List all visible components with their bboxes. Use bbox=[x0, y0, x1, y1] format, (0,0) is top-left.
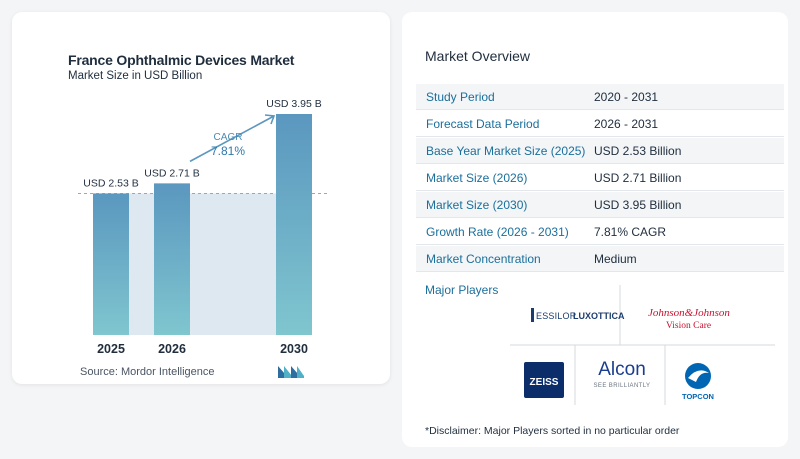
alcon-logo: Alcon SEE BRILLIANTLY bbox=[594, 359, 651, 389]
johnson-johnson-logo: Johnson&Johnson Vision Care bbox=[648, 307, 730, 331]
overview-row: Growth Rate (2026 - 2031) 7.81% CAGR bbox=[416, 219, 784, 245]
chart-layer: USD 2.53 B 2025 USD 2.71 B 2026 USD 3.95 B 20… bbox=[78, 98, 328, 356]
vision-care-text: Vision Care bbox=[666, 321, 711, 331]
bar-2030 bbox=[276, 113, 312, 335]
overview-row-value: Medium bbox=[594, 252, 637, 266]
overview-title: Market Overview bbox=[425, 48, 531, 64]
data-label-2025: USD 2.53 B bbox=[83, 177, 138, 189]
overview-row-key: Market Size (2026) bbox=[426, 171, 528, 185]
see-brilliantly-text: SEE BRILLIANTLY bbox=[594, 383, 651, 389]
essilor-text: ESSILOR bbox=[536, 311, 577, 321]
overview-row: Study Period 2020 - 2031 bbox=[416, 84, 784, 110]
bar-2026 bbox=[154, 183, 190, 335]
overview-row: Base Year Market Size (2025) USD 2.53 Bil… bbox=[416, 138, 784, 164]
overview-row-key: Growth Rate (2026 - 2031) bbox=[426, 225, 569, 239]
bar-chart: USD 2.53 B 2025 USD 2.71 B 2026 USD 3.95 B 20… bbox=[78, 98, 328, 356]
overview-row: Forecast Data Period 2026 - 2031 bbox=[416, 111, 784, 137]
reference-band bbox=[129, 193, 276, 335]
tick-label-2026: 2026 bbox=[158, 342, 186, 356]
overview-row-key: Forecast Data Period bbox=[426, 117, 540, 131]
overview-row-value: USD 3.95 Billion bbox=[594, 198, 682, 212]
cagr-value: 7.81% bbox=[211, 144, 245, 158]
major-players-title: Major Players bbox=[425, 283, 499, 297]
overview-row-value: USD 2.71 Billion bbox=[594, 171, 682, 185]
overview-row: Market Size (2030) USD 3.95 Billion bbox=[416, 192, 784, 218]
luxottica-text: LUXOTTICA bbox=[573, 311, 625, 321]
alcon-text: Alcon bbox=[598, 359, 646, 380]
zeiss-text: ZEISS bbox=[530, 377, 559, 388]
overview-row: Market Size (2026) USD 2.71 Billion bbox=[416, 165, 784, 191]
overview-row-value: 2026 - 2031 bbox=[594, 117, 659, 131]
overview-row: Market Concentration Medium bbox=[416, 246, 784, 272]
tick-label-2030: 2030 bbox=[280, 342, 308, 356]
chart-title: France Ophthalmic Devices Market bbox=[68, 52, 295, 68]
zeiss-logo: ZEISS bbox=[524, 362, 564, 398]
overview-row-key: Market Size (2030) bbox=[426, 198, 528, 212]
data-label-2026: USD 2.71 B bbox=[144, 167, 199, 179]
bar-2025 bbox=[93, 193, 129, 335]
overview-row-value: 2020 - 2031 bbox=[594, 90, 659, 104]
overview-row-value: 7.81% CAGR bbox=[594, 225, 667, 239]
data-label-2030: USD 3.95 B bbox=[266, 98, 321, 110]
overview-row-key: Market Concentration bbox=[426, 252, 541, 266]
tick-label-2025: 2025 bbox=[97, 342, 125, 356]
chart-subtitle: Market Size in USD Billion bbox=[68, 70, 203, 82]
disclaimer-text: *Disclaimer: Major Players sorted in no … bbox=[425, 425, 680, 437]
topcon-text: TOPCON bbox=[682, 392, 714, 401]
mordor-logo-icon bbox=[278, 366, 304, 378]
source-text: Source: Mordor Intelligence bbox=[80, 366, 215, 378]
cagr-arrow bbox=[189, 115, 275, 163]
overview-row-key: Base Year Market Size (2025) bbox=[426, 144, 586, 158]
jnj-text: Johnson&Johnson bbox=[648, 307, 730, 319]
overview-row-key: Study Period bbox=[426, 90, 495, 104]
cagr-arrowhead-icon bbox=[264, 114, 276, 125]
essilorluxottica-logo: ESSILOR LUXOTTICA bbox=[531, 308, 625, 322]
topcon-logo: TOPCON bbox=[682, 363, 714, 401]
cagr-label: CAGR bbox=[214, 132, 243, 143]
overview-row-value: USD 2.53 Billion bbox=[594, 144, 682, 158]
